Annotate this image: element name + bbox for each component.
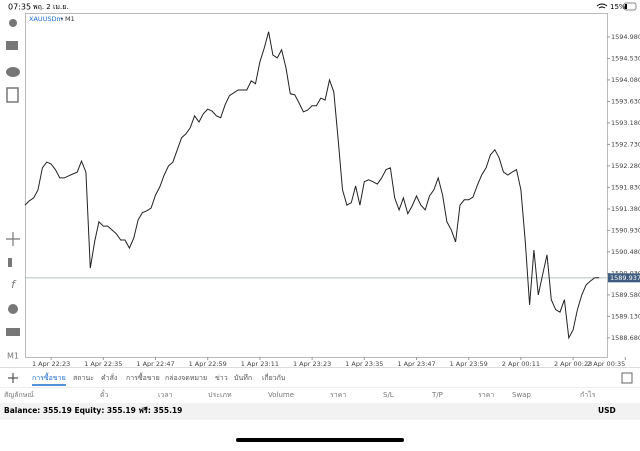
y-tick-label: 1592.280 <box>611 162 640 170</box>
y-tick-label: 1594.530 <box>611 54 640 62</box>
column-headers: สัญลักษณ์ ตั๋ว เวลา ประเภท Volume ราคา S/L T/P ร… <box>4 390 596 399</box>
y-tick-label: 1592.730 <box>611 140 640 148</box>
account-icon[interactable] <box>9 19 17 27</box>
x-tick-label: 1 Apr 23:59 <box>450 360 488 368</box>
y-tick-label: 1589.580 <box>611 291 640 299</box>
column-header: ตั๋ว <box>100 390 109 399</box>
column-header: ราคา <box>330 391 346 399</box>
wifi-icon <box>596 3 608 9</box>
y-tick-label: 1591.830 <box>611 183 640 191</box>
chart-type-icon[interactable] <box>8 258 12 267</box>
tab[interactable]: คำสั่ง <box>101 373 117 382</box>
x-tick-label: 1 Apr 22:23 <box>32 360 70 368</box>
timeframe-button[interactable]: M1 <box>7 352 19 361</box>
column-header: เวลา <box>158 391 173 399</box>
tab[interactable]: เกี่ยวกับ <box>262 373 285 382</box>
chat-icon[interactable] <box>6 67 20 77</box>
y-tick-label: 1589.130 <box>611 312 640 320</box>
x-tick-label: 1 Apr 23:23 <box>293 360 331 368</box>
add-button[interactable] <box>8 373 18 383</box>
x-tick-label: 1 Apr 22:47 <box>136 360 174 368</box>
tabs: การซื้อขาย สถานะ คำสั่ง การซื้อขาย กล่องจดหม… <box>32 371 285 386</box>
status-time: 07:35 <box>8 3 31 12</box>
y-tick-label: 1588.680 <box>611 334 640 342</box>
balance-summary: Balance: 355.19 Equity: 355.19 ฟรี: 355.… <box>4 406 182 415</box>
x-tick-label: 1 Apr 22:59 <box>189 360 227 368</box>
separator: • <box>60 15 64 23</box>
y-tick-label: 1591.380 <box>611 205 640 213</box>
column-header: Volume <box>268 391 294 399</box>
column-header: กำไร <box>580 390 596 399</box>
summary-row <box>0 403 640 420</box>
trade-icon[interactable] <box>6 41 18 50</box>
column-header: สัญลักษณ์ <box>4 391 34 399</box>
column-header: S/L <box>383 391 394 399</box>
objects-icon[interactable] <box>8 304 18 314</box>
tab[interactable]: การซื้อขาย <box>126 371 160 382</box>
crosshair-icon[interactable] <box>6 232 20 246</box>
last-price-box <box>608 273 640 283</box>
battery-level <box>625 4 627 9</box>
x-tick-label: 2 Apr 00:11 <box>502 360 540 368</box>
y-tick-label: 1594.080 <box>611 76 640 84</box>
chart-timeframe: M1 <box>65 15 75 23</box>
currency: USD <box>598 406 616 415</box>
y-tick-label: 1590.480 <box>611 248 640 256</box>
y-tick-label: 1593.180 <box>611 119 640 127</box>
tab[interactable]: กล่องจดหมาย <box>165 374 207 382</box>
templates-icon[interactable] <box>6 328 20 336</box>
y-tick-label: 1594.980 <box>611 33 640 41</box>
x-tick-label: 1 Apr 23:11 <box>241 360 279 368</box>
y-tick-label: 1590.930 <box>611 226 640 234</box>
y-tick-label: 1593.630 <box>611 97 640 105</box>
status-date: พฤ. 2 เม.ย. <box>33 3 69 11</box>
indicators-icon[interactable]: f <box>11 278 17 291</box>
last-price-label: 1589.937 <box>610 274 640 282</box>
x-tick-label: 1 Apr 22:35 <box>84 360 122 368</box>
new-order-icon[interactable] <box>6 87 19 103</box>
column-header: T/P <box>431 391 443 399</box>
home-indicator <box>236 438 404 442</box>
tab[interactable]: การซื้อขาย <box>32 371 66 382</box>
tab[interactable]: สถานะ <box>73 374 94 382</box>
price-line <box>24 31 600 340</box>
x-tick-label: 2 Apr 00:23 <box>554 360 592 368</box>
status-battery: 15% <box>610 3 626 11</box>
x-tick-label: 1 Apr 23:35 <box>345 360 383 368</box>
chart-symbol: XAUUSDm <box>29 15 63 23</box>
column-header: ราคา <box>478 391 494 399</box>
column-header: ประเภท <box>208 391 232 399</box>
battery-icon <box>623 2 637 11</box>
chart-frame <box>25 13 608 358</box>
plot: 1594.980 1594.530 1594.080 1593.630 1593.180… <box>24 31 640 368</box>
tab[interactable]: บันทึก <box>234 373 252 382</box>
tab[interactable]: ข่าว <box>215 374 228 382</box>
x-tick-label: 1 Apr 23:47 <box>397 360 435 368</box>
column-header: Swap <box>512 391 531 399</box>
x-tick-label: 2 Apr 00:35 <box>587 360 625 368</box>
layout-button[interactable] <box>621 372 633 384</box>
